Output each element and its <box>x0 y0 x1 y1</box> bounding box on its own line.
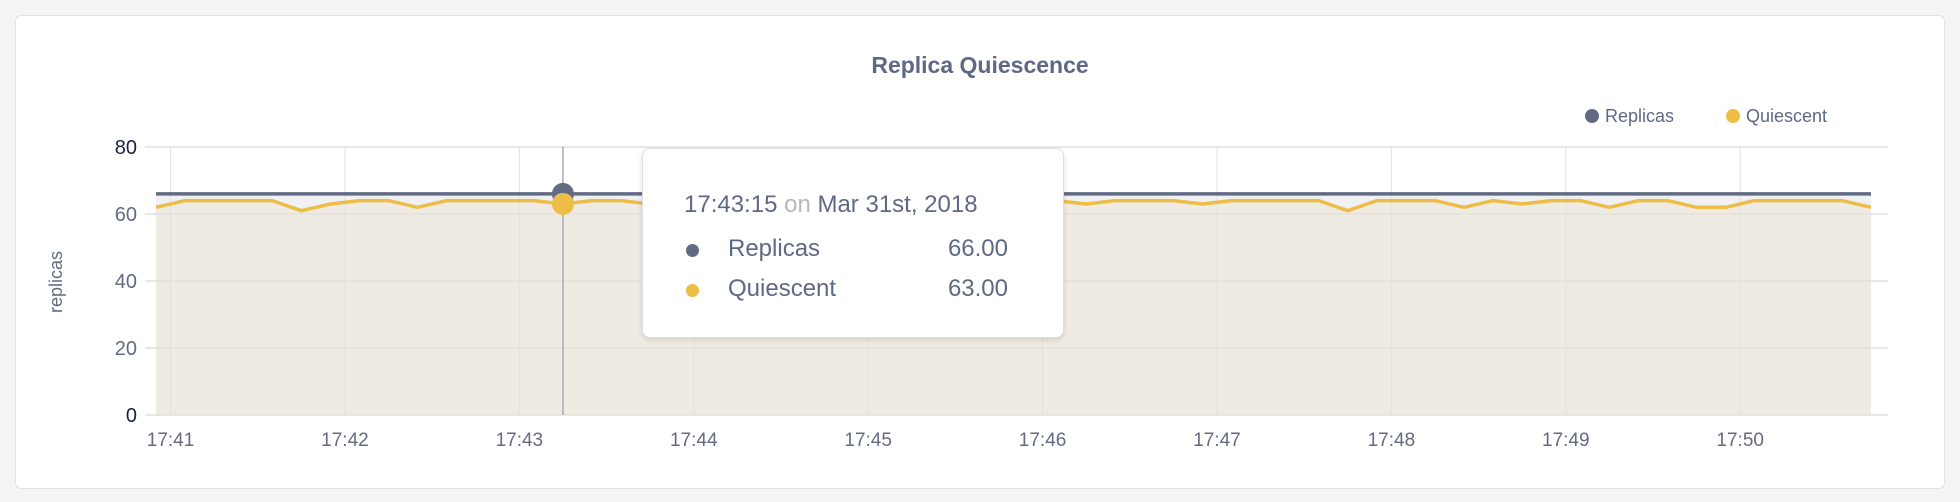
y-tick-label: 0 <box>126 405 137 427</box>
x-tick-label: 17:42 <box>321 430 369 451</box>
x-tick-label: 17:50 <box>1716 430 1764 451</box>
x-tick-label: 17:46 <box>1019 430 1067 451</box>
quiescent-dot-icon <box>686 284 699 297</box>
x-tick-label: 17:47 <box>1193 430 1241 451</box>
tooltip-on: on <box>784 191 811 218</box>
tooltip: 17:43:15 on Mar 31st, 2018 Replicas 66.0… <box>642 148 1064 338</box>
quiescent-hover-point <box>551 192 574 215</box>
legend-item-replicas[interactable]: Replicas <box>1585 106 1674 126</box>
y-tick-label: 80 <box>115 137 137 159</box>
y-axis-label: replicas <box>46 251 66 313</box>
legend-item-quiescent[interactable]: Quiescent <box>1726 106 1827 126</box>
x-tick-label: 17:44 <box>670 430 718 451</box>
tooltip-value: 63.00 <box>947 275 1008 302</box>
y-tick-label: 20 <box>115 338 137 360</box>
tooltip-row-quiescent: Quiescent 63.00 <box>684 275 1008 305</box>
x-tick-label: 17:49 <box>1542 430 1590 451</box>
replicas-dot-icon <box>686 244 699 257</box>
tooltip-row-replicas: Replicas 66.00 <box>684 235 1008 265</box>
quiescent-legend-dot <box>1726 109 1740 123</box>
x-tick-label: 17:45 <box>844 430 892 451</box>
legend-label: Replicas <box>1605 106 1674 126</box>
tooltip-date: Mar 31st, 2018 <box>817 191 978 218</box>
tooltip-time: 17:43:15 <box>684 191 778 218</box>
x-tick-label: 17:41 <box>147 430 195 451</box>
replicas-legend-dot <box>1585 109 1599 123</box>
x-tick-label: 17:43 <box>496 430 544 451</box>
chart-title: Replica Quiescence <box>871 52 1088 78</box>
tooltip-label: Quiescent <box>728 275 837 302</box>
legend: Replicas Quiescent <box>1585 106 1827 126</box>
tooltip-value: 66.00 <box>947 235 1008 262</box>
y-tick-label: 60 <box>115 204 137 226</box>
x-tick-label: 17:48 <box>1368 430 1416 451</box>
legend-label: Quiescent <box>1746 106 1827 126</box>
tooltip-label: Replicas <box>728 235 821 262</box>
y-tick-label: 40 <box>115 271 137 293</box>
